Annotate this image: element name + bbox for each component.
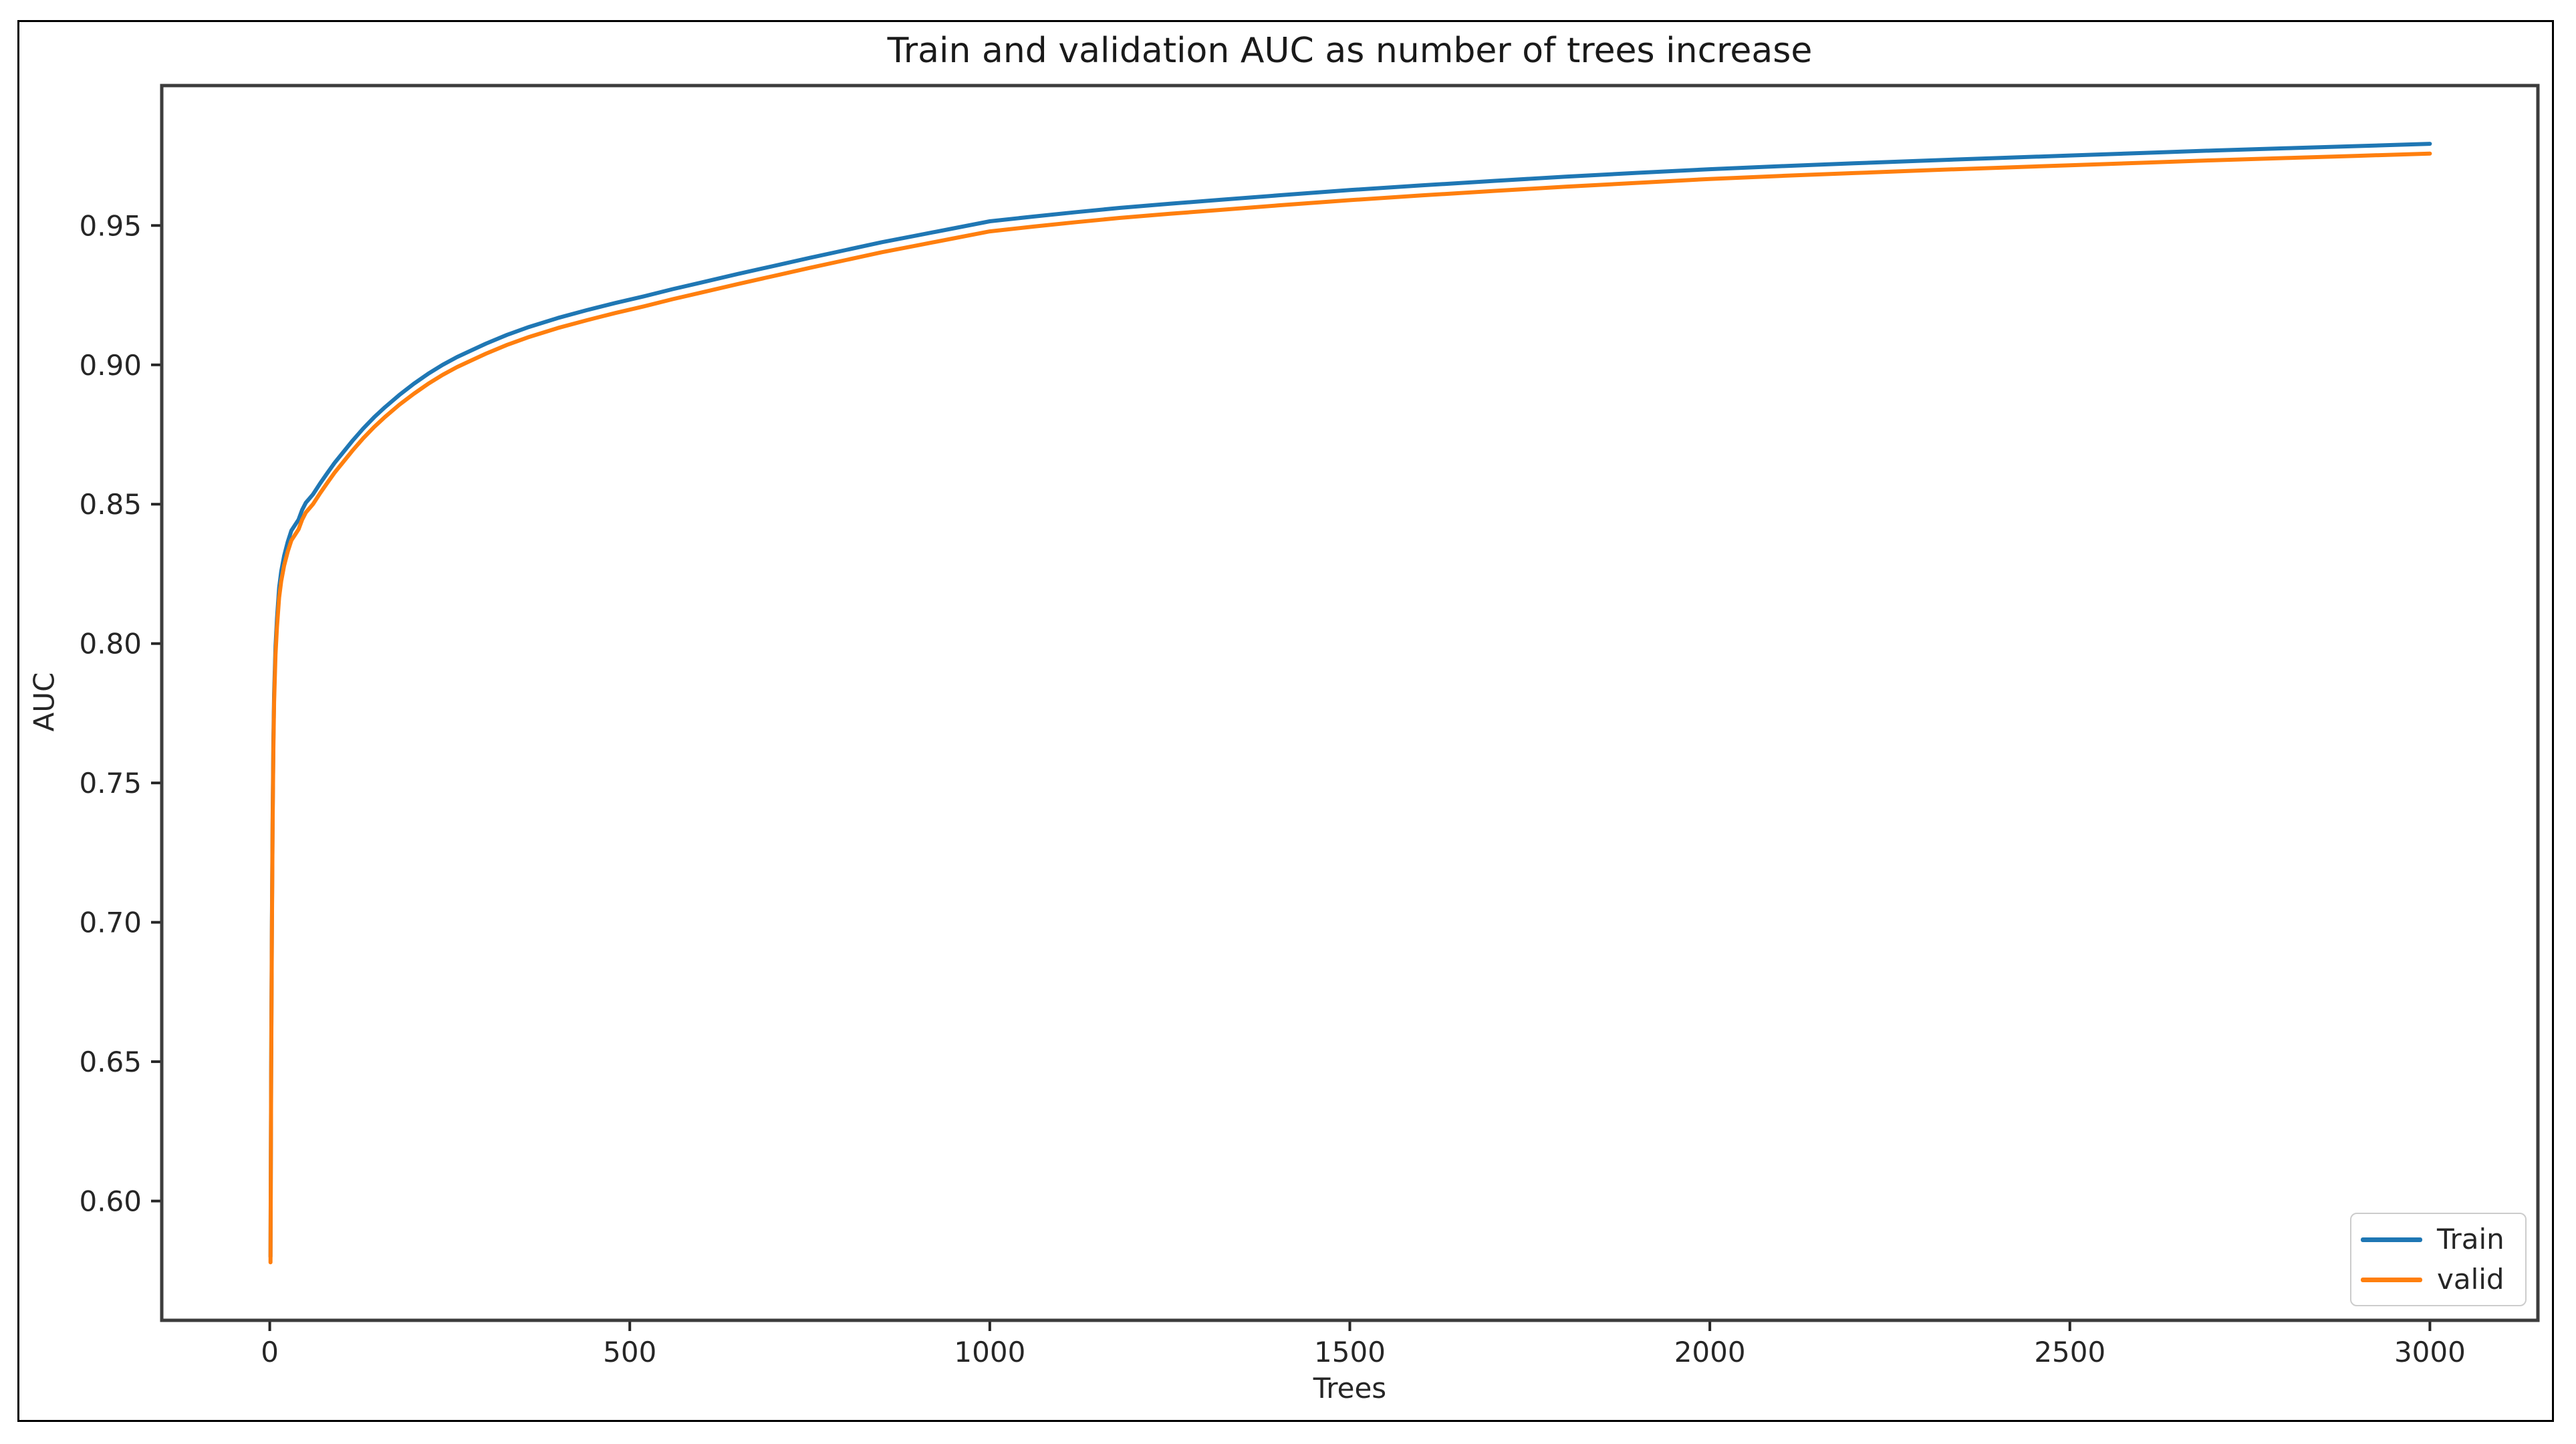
legend: Train valid: [2350, 1213, 2527, 1306]
x-tick-label: 1500: [1314, 1336, 1386, 1368]
axis-tick-labels: 0 500 1000 1500 2000 2500 3000 0.60 0.65 0.70 0.75…: [79, 209, 2465, 1368]
x-axis-label: Trees: [1313, 1372, 1387, 1405]
data-curves: [268, 142, 2432, 1265]
x-tick-label: 1000: [954, 1336, 1025, 1368]
series-line-train: [268, 142, 2432, 1259]
y-tick-label: 0.65: [79, 1046, 142, 1078]
legend-row-train: Train: [2361, 1225, 2525, 1253]
x-tick-label: 2000: [1674, 1336, 1746, 1368]
axes-spines: [160, 84, 2540, 1322]
x-tick-label: 0: [261, 1336, 279, 1368]
y-tick-label: 0.85: [79, 488, 142, 521]
figure-border: [17, 20, 2554, 1422]
legend-label-valid: valid: [2437, 1263, 2504, 1296]
y-tick-label: 0.60: [79, 1185, 142, 1218]
axis-ticks: [151, 224, 2432, 1331]
x-tick-label: 2500: [2034, 1336, 2105, 1368]
legend-row-valid: valid: [2361, 1266, 2525, 1294]
valid-line-sample: [2361, 1277, 2422, 1282]
train-line-sample: [2361, 1237, 2422, 1242]
x-tick-label: 500: [603, 1336, 656, 1368]
y-tick-label: 0.95: [79, 209, 142, 242]
x-tick-label: 3000: [2394, 1336, 2466, 1368]
series-line-valid: [268, 151, 2432, 1265]
y-tick-label: 0.75: [79, 767, 142, 800]
y-tick-label: 0.70: [79, 907, 142, 939]
legend-label-train: Train: [2437, 1223, 2504, 1255]
y-tick-label: 0.80: [79, 628, 142, 660]
y-tick-label: 0.90: [79, 349, 142, 382]
chart-title: Train and validation AUC as number of tr…: [887, 31, 1813, 71]
